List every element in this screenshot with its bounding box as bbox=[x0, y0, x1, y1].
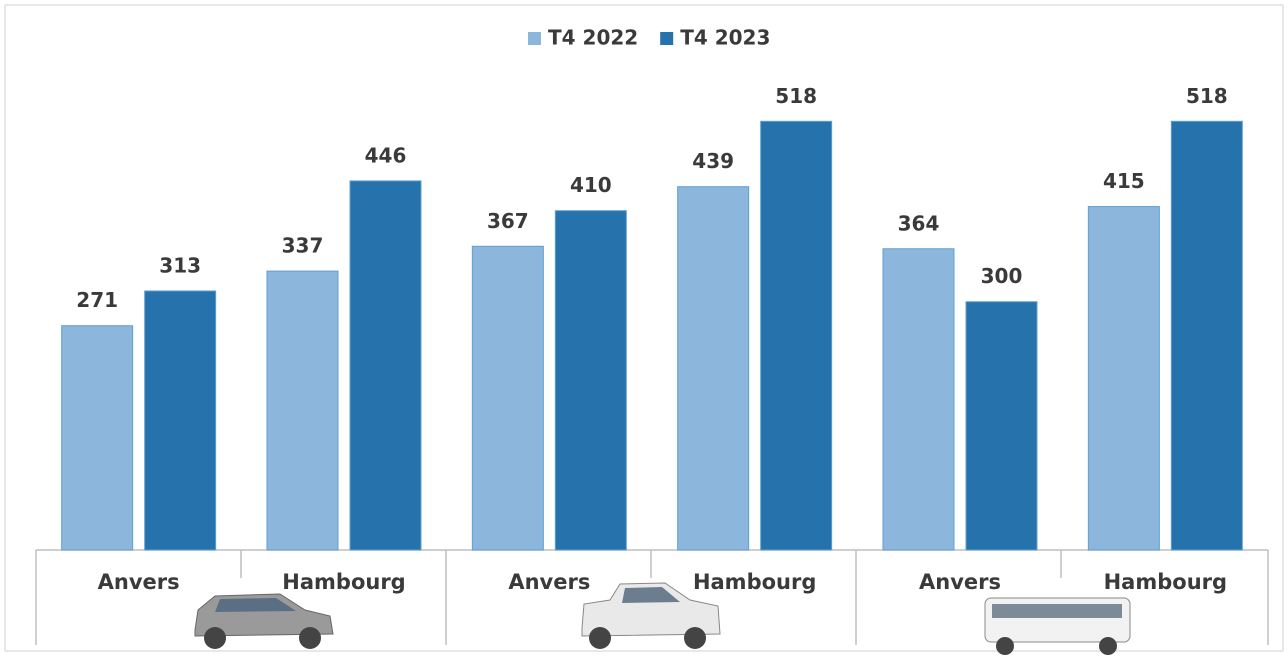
bar bbox=[144, 290, 217, 551]
value-label: 410 bbox=[570, 173, 612, 197]
bus-icon bbox=[984, 597, 1131, 655]
legend-swatch bbox=[528, 32, 541, 45]
value-label: 300 bbox=[981, 264, 1023, 288]
bar bbox=[554, 210, 627, 551]
pickup-icon bbox=[581, 582, 721, 649]
x-tick-label: Anvers bbox=[919, 570, 1001, 594]
bar bbox=[61, 325, 134, 551]
legend-label: T4 2023 bbox=[680, 26, 770, 50]
bar bbox=[1170, 120, 1243, 551]
value-label: 337 bbox=[282, 234, 324, 258]
frame bbox=[4, 4, 1284, 652]
value-label: 518 bbox=[1186, 84, 1228, 108]
category-table bbox=[35, 549, 1269, 645]
value-label: 364 bbox=[898, 211, 940, 235]
value-label: 446 bbox=[365, 143, 407, 167]
value-label: 367 bbox=[487, 209, 529, 233]
legend-swatch bbox=[660, 32, 674, 45]
bar bbox=[1087, 206, 1160, 551]
x-tick-label: Hambourg bbox=[282, 570, 405, 594]
car-icon bbox=[194, 593, 334, 649]
legend-label: T4 2022 bbox=[548, 26, 638, 50]
bar bbox=[965, 301, 1038, 551]
bar bbox=[266, 270, 339, 551]
x-tick-label: Anvers bbox=[98, 570, 180, 594]
bar bbox=[471, 245, 544, 551]
value-label: 518 bbox=[775, 84, 817, 108]
x-tick-label: Hambourg bbox=[1104, 570, 1227, 594]
value-label: 271 bbox=[76, 288, 118, 312]
x-tick-label: Anvers bbox=[508, 570, 590, 594]
value-label: 415 bbox=[1103, 169, 1145, 193]
bar bbox=[760, 120, 833, 551]
bar bbox=[349, 180, 422, 551]
bar bbox=[677, 186, 750, 551]
value-label: 313 bbox=[159, 253, 201, 277]
value-label: 439 bbox=[692, 149, 734, 173]
x-tick-label: Hambourg bbox=[693, 570, 816, 594]
bar bbox=[882, 248, 955, 551]
